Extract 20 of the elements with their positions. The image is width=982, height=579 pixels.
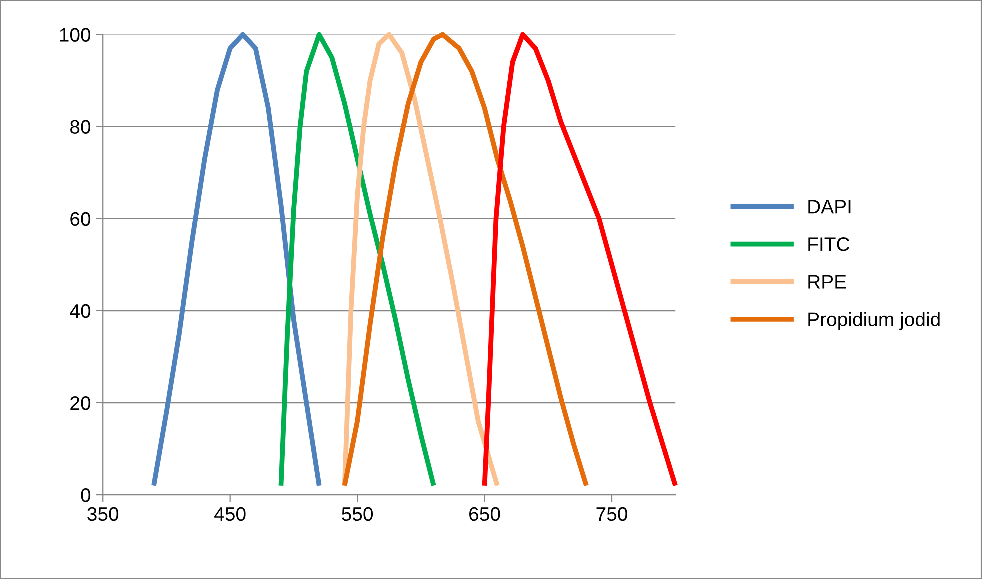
y-tick-label: 100 [60, 28, 91, 42]
legend-label: FITC [808, 238, 850, 252]
legend-label: DAPI [808, 200, 851, 214]
y-tick-label: 40 [70, 304, 91, 318]
y-tick-label: 20 [70, 396, 91, 410]
x-tick-label: 350 [88, 507, 119, 522]
legend-label: Propidium jodid [808, 312, 940, 330]
y-tick-label: 60 [70, 212, 91, 226]
legend-label: RPE [808, 275, 846, 289]
x-tick-label: 450 [214, 507, 246, 522]
x-tick-label: 650 [470, 507, 500, 522]
line-series [342, 32, 500, 488]
x-tick-label: 750 [596, 507, 628, 522]
line-series [342, 32, 589, 488]
line-series [482, 32, 678, 488]
y-tick-label: 0 [81, 488, 91, 502]
line-series [278, 32, 436, 488]
x-tick-label: 550 [342, 507, 374, 522]
line-series [152, 32, 322, 488]
y-tick-label: 80 [70, 120, 91, 134]
